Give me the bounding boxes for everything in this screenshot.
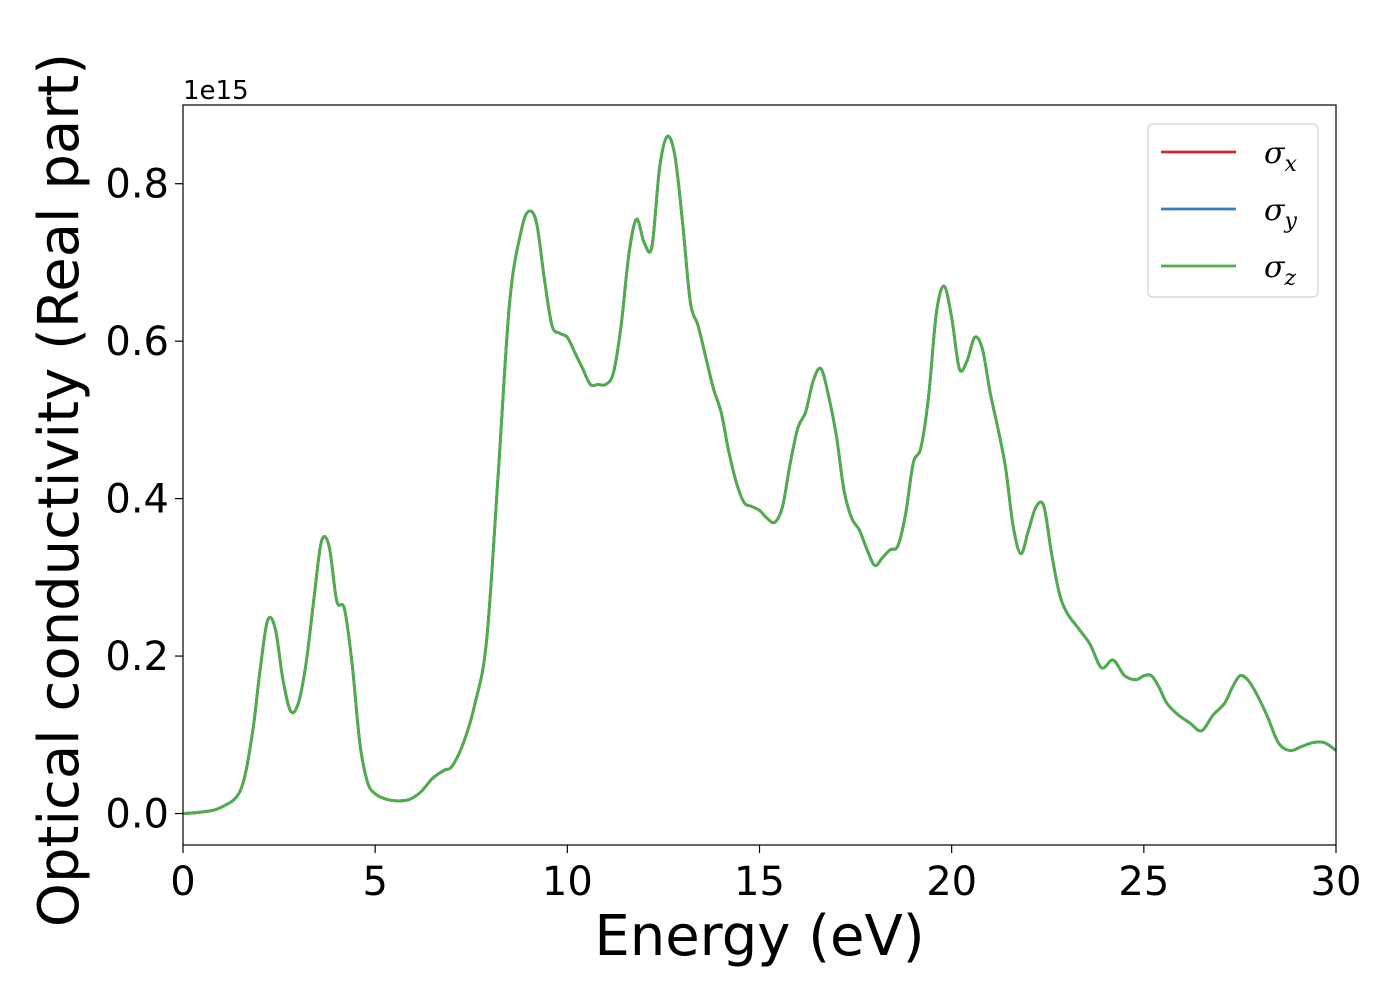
x-axis-ticks: 0 5 10 15 20 25 30 — [170, 845, 1361, 905]
legend-label: σz — [1264, 250, 1296, 291]
legend-box — [1147, 123, 1319, 298]
x-tick-label: 25 — [1118, 859, 1169, 905]
y-tick-label: 0.4 — [105, 477, 169, 523]
x-tick-label: 0 — [170, 859, 195, 905]
plot-lines — [182, 134, 1337, 815]
legend: σx σy σz — [1147, 123, 1319, 298]
x-tick-label: 15 — [734, 859, 785, 905]
y-tick-label: 0.6 — [105, 319, 169, 365]
y-tick-label: 0.0 — [105, 792, 169, 838]
x-axis-label: Energy (eV) — [594, 904, 924, 969]
legend-label: σx — [1264, 136, 1297, 177]
y-axis-label: Optical conductivity (Real part) — [27, 53, 92, 927]
y-tick-label: 0.8 — [105, 162, 169, 208]
y-tick-label: 0.2 — [105, 634, 169, 680]
x-tick-label: 10 — [542, 859, 593, 905]
x-tick-label: 5 — [362, 859, 387, 905]
y-axis-ticks: 0.0 0.2 0.4 0.6 0.8 — [105, 162, 183, 838]
legend-label: σy — [1264, 193, 1297, 234]
series-line-3 — [182, 134, 1337, 815]
x-tick-label: 30 — [1311, 859, 1362, 905]
y-offset-text: 1e15 — [183, 76, 249, 106]
x-tick-label: 20 — [926, 859, 977, 905]
